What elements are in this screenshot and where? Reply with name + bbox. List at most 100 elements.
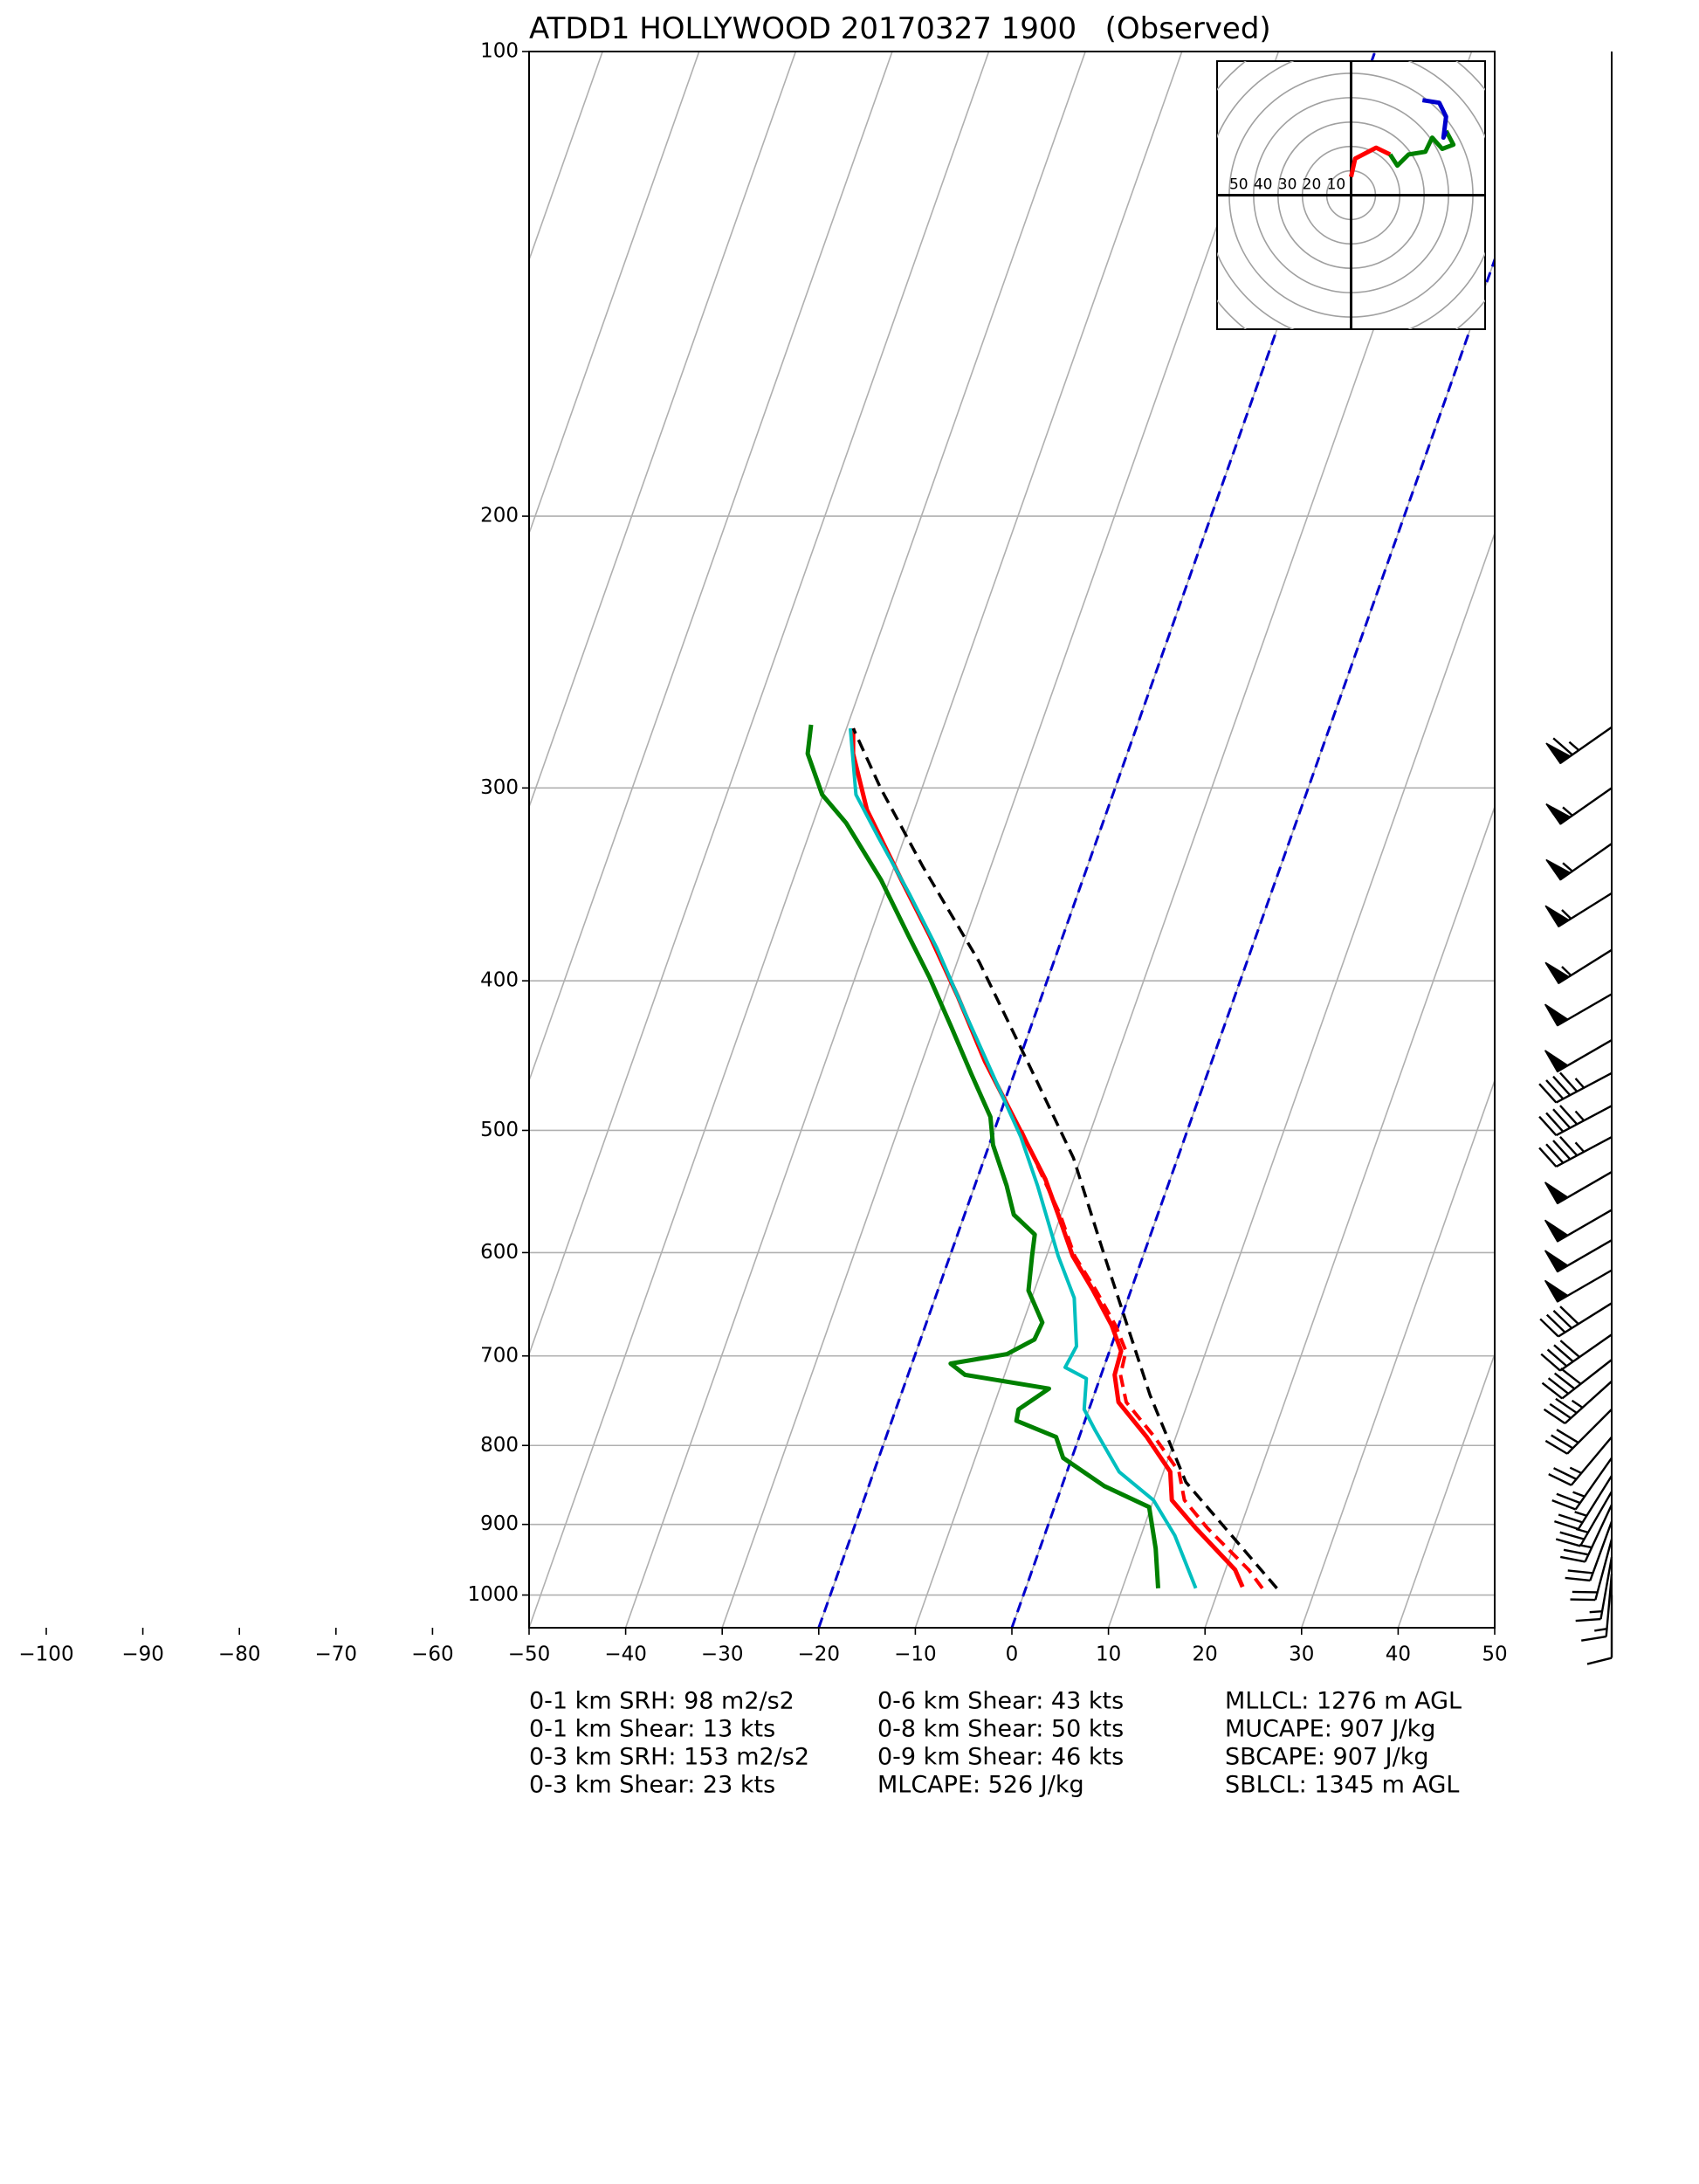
- stat-text: MLLCL: 1276 m AGL: [1225, 1688, 1462, 1715]
- isotherm: [1494, 1625, 1495, 1628]
- stat-text: 0-3 km SRH: 153 m2/s2: [529, 1744, 809, 1771]
- wind-barb-pennant: [1544, 1003, 1570, 1027]
- wind-barb-pennant: [1545, 858, 1572, 881]
- hodograph-ring-label: 10: [1327, 176, 1346, 194]
- wind-barb-pennant: [1545, 803, 1572, 825]
- isotherm: [529, 52, 797, 810]
- wind-barb: [1575, 1556, 1613, 1622]
- special-isotherm: [817, 52, 1377, 1628]
- special-isotherm: [1010, 255, 1495, 1628]
- x-tick-label: 50: [1482, 1643, 1507, 1666]
- hodograph-trace: [1349, 145, 1392, 178]
- y-tick-label: 700: [480, 1344, 519, 1367]
- x-tick-label: −80: [218, 1643, 261, 1666]
- wind-barb: [1581, 1574, 1613, 1642]
- x-tick-label: −90: [121, 1643, 164, 1666]
- wind-barb: [1548, 1436, 1613, 1486]
- x-tick-label: −100: [18, 1643, 73, 1666]
- stat-text: SBLCL: 1345 m AGL: [1225, 1772, 1459, 1799]
- y-tick-label: 100: [480, 40, 519, 63]
- hodograph-ring-label: 20: [1303, 176, 1322, 194]
- y-tick-label: 600: [480, 1241, 519, 1264]
- wind-barb-pennant: [1544, 1219, 1570, 1243]
- wind-barb: [1570, 1539, 1613, 1602]
- x-tick-label: 0: [1006, 1643, 1019, 1666]
- hodograph-ring-label: 50: [1229, 176, 1248, 194]
- x-tick-label: 40: [1386, 1643, 1411, 1666]
- chart-title: ATDD1 HOLLYWOOD 20170327 1900 (Observed): [529, 11, 1271, 46]
- wind-barb: [1543, 1380, 1613, 1424]
- wind-barb: [1538, 1071, 1613, 1104]
- x-tick-label: −20: [798, 1643, 841, 1666]
- x-tick-label: −30: [701, 1643, 744, 1666]
- isotherm: [1301, 1078, 1495, 1628]
- y-tick-label: 800: [480, 1434, 519, 1457]
- wind-barb-pennant: [1544, 961, 1571, 985]
- x-tick-label: −70: [315, 1643, 358, 1666]
- wind-barb: [1586, 1595, 1613, 1665]
- isotherm: [529, 52, 893, 1083]
- isotherm: [529, 52, 700, 536]
- y-tick-label: 200: [480, 505, 519, 527]
- y-tick-label: 300: [480, 776, 519, 799]
- wind-barb: [1539, 1302, 1613, 1338]
- x-tick-label: 20: [1193, 1643, 1218, 1666]
- wind-barb-pennant: [1544, 1050, 1570, 1073]
- profile-line: [851, 727, 1278, 1589]
- x-tick-label: 10: [1096, 1643, 1121, 1666]
- profiles: [805, 724, 1278, 1589]
- wind-barb: [1538, 1105, 1613, 1137]
- wind-barb-pennant: [1544, 905, 1571, 928]
- stat-text: 0-3 km Shear: 23 kts: [529, 1772, 775, 1799]
- isotherm: [529, 52, 990, 1357]
- stat-text: 0-1 km SRH: 98 m2/s2: [529, 1688, 794, 1715]
- isotherm: [1107, 531, 1495, 1628]
- x-tick-label: −40: [604, 1643, 647, 1666]
- hodograph: [1217, 61, 1485, 329]
- isotherm: [529, 52, 1086, 1628]
- isotherm: [529, 52, 603, 262]
- stat-text: 0-9 km Shear: 46 kts: [877, 1744, 1124, 1771]
- x-tick-label: −10: [894, 1643, 937, 1666]
- wind-barb: [1538, 1135, 1613, 1168]
- stat-text: SBCAPE: 907 J/kg: [1225, 1744, 1428, 1771]
- wind-barb: [1540, 1333, 1613, 1372]
- wind-barb: [1541, 1359, 1613, 1400]
- y-tick-label: 400: [480, 969, 519, 992]
- isotherm: [1204, 804, 1495, 1628]
- y-tick-label: 900: [480, 1512, 519, 1535]
- wind-barb: [1565, 1520, 1613, 1582]
- x-tick-label: 30: [1289, 1643, 1314, 1666]
- hodograph-ring-label: 40: [1254, 176, 1273, 194]
- stat-text: MUCAPE: 907 J/kg: [1225, 1716, 1435, 1743]
- x-tick-label: −50: [508, 1643, 551, 1666]
- hodograph-trace: [1388, 129, 1456, 169]
- isotherm: [1397, 1352, 1495, 1628]
- profile-line: [1019, 1129, 1264, 1589]
- wind-barb: [1560, 1504, 1613, 1563]
- wind-barbs: [1538, 726, 1613, 1665]
- stat-text: MLCAPE: 526 J/kg: [877, 1772, 1084, 1799]
- wind-barb-pennant: [1544, 1182, 1570, 1205]
- isotherm: [721, 52, 1280, 1628]
- wind-barb: [1544, 1409, 1613, 1455]
- y-tick-label: 1000: [467, 1583, 519, 1606]
- wind-barb: [1555, 1491, 1613, 1547]
- stat-text: 0-6 km Shear: 43 kts: [877, 1688, 1124, 1715]
- stat-text: 0-8 km Shear: 50 kts: [877, 1716, 1124, 1743]
- profile-line: [805, 724, 1160, 1588]
- wind-barb: [1554, 1475, 1613, 1531]
- isotherm: [624, 52, 1183, 1628]
- wind-barb-pennant: [1544, 1279, 1570, 1303]
- hodograph-labels: 50 40 30 20 10: [1229, 176, 1345, 194]
- wind-barb-pennant: [1544, 1250, 1570, 1273]
- profile-line: [850, 728, 1245, 1588]
- grid: [529, 52, 1495, 1628]
- profile-line: [849, 727, 1198, 1589]
- wind-barb-pennant: [1545, 742, 1572, 765]
- hodograph-trace: [1421, 98, 1448, 141]
- wind-barb: [1551, 1457, 1613, 1511]
- x-tick-label: −60: [411, 1643, 454, 1666]
